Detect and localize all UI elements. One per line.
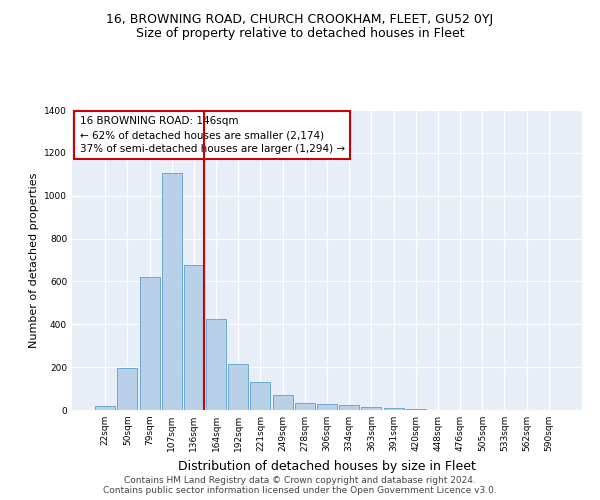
Text: Contains HM Land Registry data © Crown copyright and database right 2024.: Contains HM Land Registry data © Crown c…	[124, 476, 476, 485]
Text: 16 BROWNING ROAD: 146sqm
← 62% of detached houses are smaller (2,174)
37% of sem: 16 BROWNING ROAD: 146sqm ← 62% of detach…	[80, 116, 345, 154]
Bar	[95, 406, 115, 410]
Bar	[184, 266, 204, 410]
Bar	[339, 404, 359, 410]
Bar	[162, 173, 182, 410]
Bar	[228, 364, 248, 410]
Bar	[383, 408, 404, 410]
Bar	[406, 409, 426, 410]
Bar	[250, 382, 271, 410]
X-axis label: Distribution of detached houses by size in Fleet: Distribution of detached houses by size …	[178, 460, 476, 472]
Y-axis label: Number of detached properties: Number of detached properties	[29, 172, 38, 348]
Bar	[118, 368, 137, 410]
Bar	[272, 395, 293, 410]
Bar	[206, 319, 226, 410]
Text: Contains public sector information licensed under the Open Government Licence v3: Contains public sector information licen…	[103, 486, 497, 495]
Text: 16, BROWNING ROAD, CHURCH CROOKHAM, FLEET, GU52 0YJ: 16, BROWNING ROAD, CHURCH CROOKHAM, FLEE…	[106, 12, 494, 26]
Text: Size of property relative to detached houses in Fleet: Size of property relative to detached ho…	[136, 28, 464, 40]
Bar	[361, 407, 382, 410]
Bar	[140, 277, 160, 410]
Bar	[317, 404, 337, 410]
Bar	[295, 402, 315, 410]
